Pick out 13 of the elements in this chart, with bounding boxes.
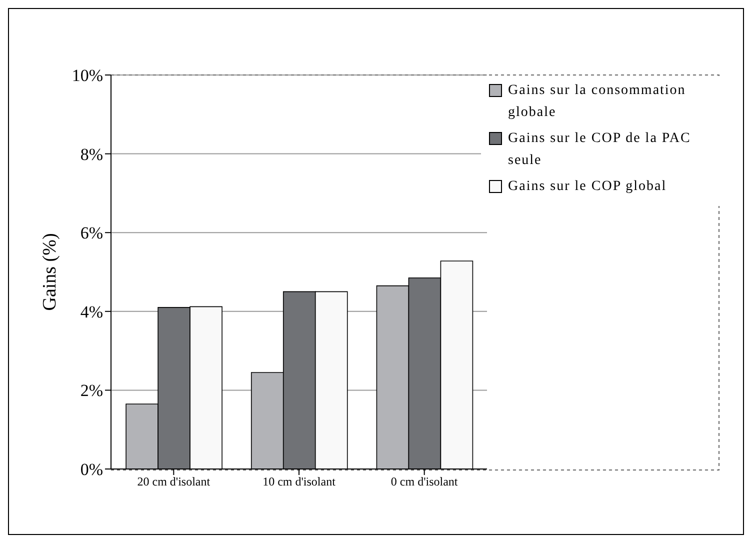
- x-tick-label: 20 cm d'isolant: [137, 474, 211, 489]
- y-tick-label: 8%: [80, 144, 103, 164]
- y-tick-label: 6%: [80, 224, 103, 243]
- y-axis-title: Gains (%): [40, 233, 61, 311]
- y-tick-label: 0%: [80, 460, 103, 480]
- y-tick-label: 10%: [72, 66, 103, 86]
- y-tick-label: 4%: [80, 302, 103, 322]
- y-tick-label: 2%: [80, 381, 103, 400]
- x-tick-label: 0 cm d'isolant: [390, 474, 458, 489]
- legend-label: Gains sur le COP global: [508, 178, 667, 196]
- x-tick-label: 10 cm d'isolant: [262, 474, 336, 489]
- legend-label: Gains sur la consommation globale: [508, 82, 687, 122]
- legend-label: Gains sur le COP de la PAC seule: [508, 130, 692, 170]
